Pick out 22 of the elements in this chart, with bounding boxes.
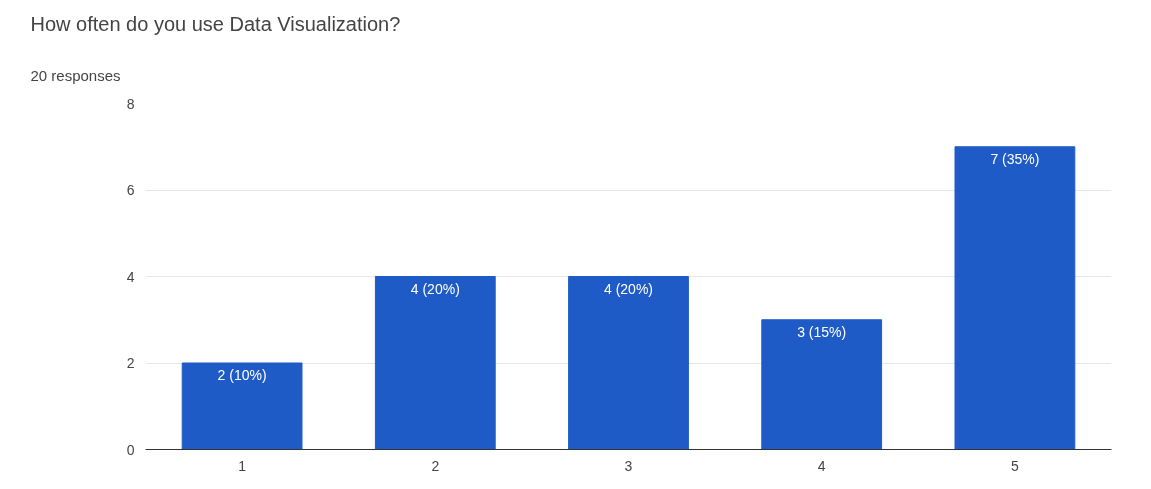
y-tick-label: 2 — [126, 355, 135, 371]
x-tick-label: 4 — [817, 457, 826, 474]
data-label: 3 (15%) — [797, 323, 847, 340]
y-tick-label: 0 — [126, 441, 135, 458]
bar — [761, 319, 883, 450]
x-tick-label: 5 — [1011, 457, 1020, 474]
x-tick-label: 2 — [431, 457, 440, 474]
data-label: 4 (20%) — [603, 280, 654, 297]
y-tick-label: 6 — [126, 182, 135, 198]
y-tick-label: 8 — [126, 95, 135, 112]
bar — [374, 276, 496, 450]
bar — [954, 146, 1076, 450]
x-tick-label: 3 — [624, 457, 633, 474]
data-label: 4 (20%) — [410, 280, 460, 297]
chart-title: How often do you use Data Visualization? — [30, 12, 401, 35]
y-tick-label: 4 — [126, 268, 135, 285]
bar — [181, 362, 303, 450]
data-label: 7 (35%) — [990, 150, 1040, 167]
data-label: 2 (10%) — [217, 367, 267, 383]
x-tick-label: 1 — [238, 457, 247, 474]
chart-subtitle: 20 responses — [30, 66, 121, 84]
bar — [568, 276, 689, 450]
